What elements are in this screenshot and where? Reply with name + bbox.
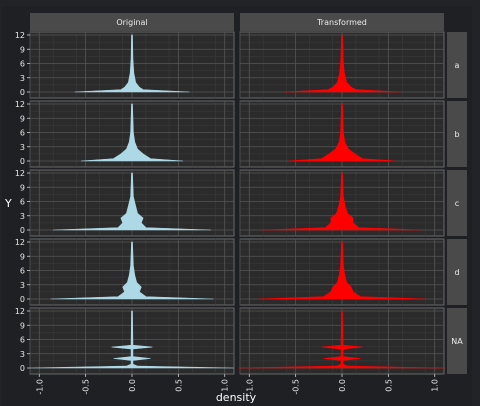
y-tick-label: 3 xyxy=(20,350,25,359)
y-tick-label: 12 xyxy=(15,169,25,178)
x-tick-label: 1.0 xyxy=(221,379,230,392)
row-strip xyxy=(447,170,467,236)
y-tick-label: 0 xyxy=(20,364,25,373)
y-tick-label: 9 xyxy=(20,252,25,261)
column-strip xyxy=(30,13,234,31)
x-axis-title: density xyxy=(216,391,257,404)
x-tick-label: -0.5 xyxy=(292,379,301,395)
column-strip-label: Transformed xyxy=(316,18,367,27)
y-tick-label: 6 xyxy=(20,60,25,69)
y-tick-label: 9 xyxy=(20,114,25,123)
y-tick-label: 0 xyxy=(20,226,25,235)
row-strip xyxy=(447,101,467,167)
y-tick-label: 3 xyxy=(20,74,25,83)
y-tick-label: 6 xyxy=(20,198,25,207)
x-tick-label: -1.0 xyxy=(35,379,44,395)
column-strip-label: Original xyxy=(116,18,147,27)
row-strip-label: d xyxy=(454,268,459,277)
y-tick-label: 0 xyxy=(20,295,25,304)
y-tick-label: 9 xyxy=(20,321,25,330)
y-tick-label: 12 xyxy=(15,100,25,109)
facet-grid: Original Transformed a b c d NA 0 3 6 9 12 0 3 6 9 12 0 3 6… xyxy=(15,13,467,395)
x-tick-label: 0.5 xyxy=(384,379,393,392)
y-tick-label: 3 xyxy=(20,281,25,290)
column-strip xyxy=(240,13,444,31)
x-tick-label: -0.5 xyxy=(82,379,91,395)
y-tick-label: 3 xyxy=(20,212,25,221)
y-tick-label: 6 xyxy=(20,267,25,276)
y-tick-label: 12 xyxy=(15,31,25,40)
row-strip xyxy=(447,32,467,98)
y-tick-label: 6 xyxy=(20,336,25,345)
y-axis-title: Y xyxy=(4,197,12,210)
row-strip-label: b xyxy=(454,130,459,139)
x-tick-label: 0.0 xyxy=(128,379,137,392)
row-strip-label: c xyxy=(455,199,459,208)
y-tick-label: 3 xyxy=(20,143,25,152)
x-tick-label: 0.0 xyxy=(338,379,347,392)
row-strip xyxy=(447,308,467,374)
y-tick-label: 9 xyxy=(20,45,25,54)
y-tick-label: 12 xyxy=(15,307,25,316)
row-strip xyxy=(447,239,467,305)
y-tick-label: 0 xyxy=(20,88,25,97)
x-tick-label: -1.0 xyxy=(245,379,254,395)
x-tick-label: 0.5 xyxy=(174,379,183,392)
row-strip-label: NA xyxy=(451,337,463,346)
y-tick-label: 12 xyxy=(15,238,25,247)
row-strip-label: a xyxy=(455,61,460,70)
y-tick-label: 0 xyxy=(20,157,25,166)
y-tick-label: 6 xyxy=(20,129,25,138)
x-tick-label: 1.0 xyxy=(431,379,440,392)
y-tick-label: 9 xyxy=(20,183,25,192)
